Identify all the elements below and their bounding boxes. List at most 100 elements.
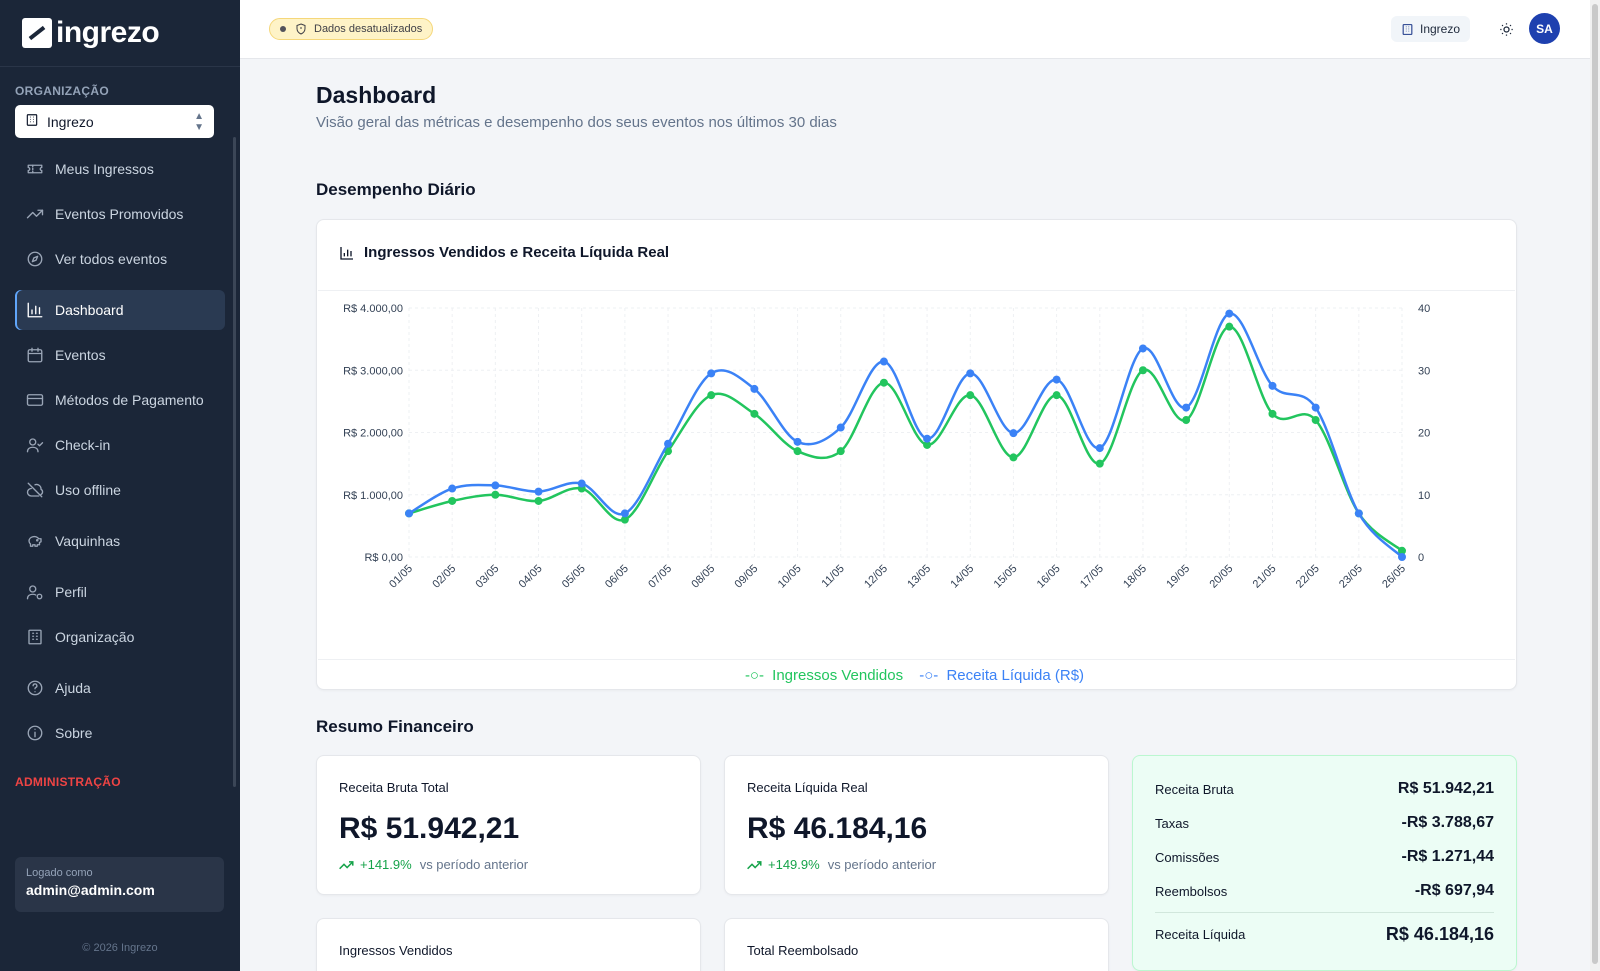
building-icon: [25, 113, 39, 130]
data-point-revenue: [1182, 403, 1191, 412]
kpi-value: R$ 51.942,21: [339, 812, 520, 845]
legend-item-tickets[interactable]: -○- Ingressos Vendidos: [744, 667, 904, 684]
page-title: Dashboard: [316, 82, 437, 108]
summary-divider: [1155, 912, 1494, 913]
y-right-tick-label: 10: [1418, 490, 1430, 502]
data-point-revenue: [1398, 553, 1406, 561]
summary-value: -R$ 3.788,67: [1401, 814, 1494, 831]
status-badge: Dados desatualizados: [269, 18, 434, 40]
theme-toggle-button[interactable]: [1495, 18, 1517, 40]
user-avatar[interactable]: SA: [1529, 13, 1560, 44]
main-scrollbar[interactable]: [1590, 0, 1600, 971]
sidebar-item-uso-offline[interactable]: Uso offline: [15, 470, 225, 510]
logo-icon: [22, 18, 52, 48]
x-tick-label: 19/05: [1164, 563, 1192, 591]
data-point-tickets: [620, 515, 629, 524]
x-tick-label: 15/05: [992, 563, 1020, 591]
data-point-tickets: [491, 490, 500, 499]
logged-email: admin@admin.com: [26, 882, 155, 898]
data-point-revenue: [534, 487, 543, 496]
sidebar-item-check-in[interactable]: Check-in: [15, 425, 225, 465]
data-point-revenue: [1009, 429, 1018, 438]
sidebar-item-label: Uso offline: [55, 482, 121, 498]
x-tick-label: 11/05: [819, 563, 846, 590]
x-tick-label: 17/05: [1078, 563, 1106, 591]
summary-label: Receita Líquida: [1155, 927, 1246, 942]
x-tick-label: 02/05: [430, 563, 458, 591]
data-point-revenue: [448, 484, 457, 493]
sidebar-item-label: Métodos de Pagamento: [55, 392, 204, 408]
kpi-label: Ingressos Vendidos: [339, 943, 453, 958]
summary-value: -R$ 697,94: [1414, 882, 1494, 899]
summary-row-refunds: Reembolsos -R$ 697,94: [1155, 882, 1494, 900]
data-point-tickets: [793, 447, 802, 456]
kpi-trend: +141.9% vs período anterior: [339, 857, 528, 872]
data-point-revenue: [1138, 344, 1147, 353]
status-badge-text: Dados desatualizados: [314, 23, 423, 35]
sidebar-item-label: Eventos: [55, 347, 106, 363]
brand-name: ingrezo: [56, 16, 160, 49]
data-point-revenue: [405, 509, 413, 518]
y-left-tick-label: R$ 3.000,00: [343, 365, 403, 377]
sidebar-item-label: Ajuda: [55, 680, 91, 696]
sidebar-item-eventos[interactable]: Eventos: [15, 335, 225, 375]
kpi-card-gross-revenue: Receita Bruta Total R$ 51.942,21 +141.9%…: [316, 755, 701, 895]
kpi-change: +141.9%: [360, 857, 412, 872]
data-point-tickets: [750, 409, 759, 418]
legend-item-revenue[interactable]: -○- Receita Líquida (R$): [919, 667, 1085, 684]
x-tick-label: 20/05: [1207, 563, 1235, 591]
data-point-tickets: [879, 378, 888, 387]
kpi-change: +149.9%: [768, 857, 820, 872]
sidebar-item-vaquinhas[interactable]: Vaquinhas: [15, 521, 225, 561]
kpi-label: Receita Bruta Total: [339, 780, 449, 795]
user-check-icon: [26, 436, 44, 454]
data-point-tickets: [1225, 322, 1234, 331]
piggy-bank-icon: [26, 532, 44, 550]
sidebar-item-sobre[interactable]: Sobre: [15, 713, 225, 753]
data-point-revenue: [879, 357, 888, 366]
sidebar-item-eventos-promovidos[interactable]: Eventos Promovidos: [15, 194, 225, 234]
sidebar-item-label: Vaquinhas: [55, 533, 121, 549]
data-point-revenue: [750, 384, 759, 393]
sidebar-item-label: Perfil: [55, 584, 87, 600]
daily-section-title: Desempenho Diário: [316, 180, 476, 199]
summary-value: R$ 46.184,16: [1385, 924, 1494, 944]
data-point-revenue: [620, 509, 629, 518]
financial-summary-card: Receita Bruta R$ 51.942,21 Taxas -R$ 3.7…: [1132, 755, 1517, 971]
data-point-revenue: [966, 369, 975, 378]
summary-row-commissions: Comissões -R$ 1.271,44: [1155, 848, 1494, 866]
sidebar-item-metodos-de-pagamento[interactable]: Métodos de Pagamento: [15, 380, 225, 420]
cloud-off-icon: [26, 481, 44, 499]
sidebar-item-dashboard[interactable]: Dashboard: [15, 290, 225, 330]
data-point-tickets: [707, 391, 716, 400]
data-point-tickets: [1009, 453, 1018, 462]
brand-logo[interactable]: ingrezo: [0, 0, 240, 67]
x-tick-label: 05/05: [560, 563, 588, 591]
y-left-tick-label: R$ 2.000,00: [343, 428, 403, 440]
trending-up-icon: [26, 205, 44, 223]
sidebar-item-meus-ingressos[interactable]: Meus Ingressos: [15, 149, 225, 189]
sidebar-item-ver-todos-eventos[interactable]: Ver todos eventos: [15, 239, 225, 279]
x-tick-label: 06/05: [603, 563, 631, 591]
sun-icon: [1499, 22, 1513, 36]
summary-label: Reembolsos: [1155, 883, 1228, 899]
organization-select[interactable]: Ingrezo ▲ ▼: [15, 105, 214, 138]
sidebar-scrollbar[interactable]: [233, 137, 236, 787]
sidebar-item-ajuda[interactable]: Ajuda: [15, 668, 225, 708]
data-point-revenue: [707, 369, 716, 378]
sidebar-item-label: Check-in: [55, 437, 111, 453]
compass-icon: [26, 250, 44, 268]
sidebar-scroll-area[interactable]: ORGANIZAÇÃO Ingrezo ▲ ▼ Meus Ingressos Eve…: [0, 67, 240, 837]
kpi-label: Total Reembolsado: [747, 943, 859, 958]
sidebar-item-label: Meus Ingressos: [55, 161, 154, 177]
data-point-revenue: [1311, 403, 1320, 412]
y-left-tick-label: R$ 4.000,00: [343, 303, 403, 315]
data-point-revenue: [923, 434, 932, 443]
sidebar-item-organizacao[interactable]: Organização: [15, 617, 225, 657]
data-point-tickets: [1311, 416, 1320, 425]
shield-alert-icon: [295, 23, 307, 35]
sidebar-item-label: Eventos Promovidos: [55, 206, 184, 222]
organization-select-value: Ingrezo: [47, 113, 94, 130]
org-chip-button[interactable]: Ingrezo: [1391, 16, 1471, 42]
sidebar-item-perfil[interactable]: Perfil: [15, 572, 225, 612]
